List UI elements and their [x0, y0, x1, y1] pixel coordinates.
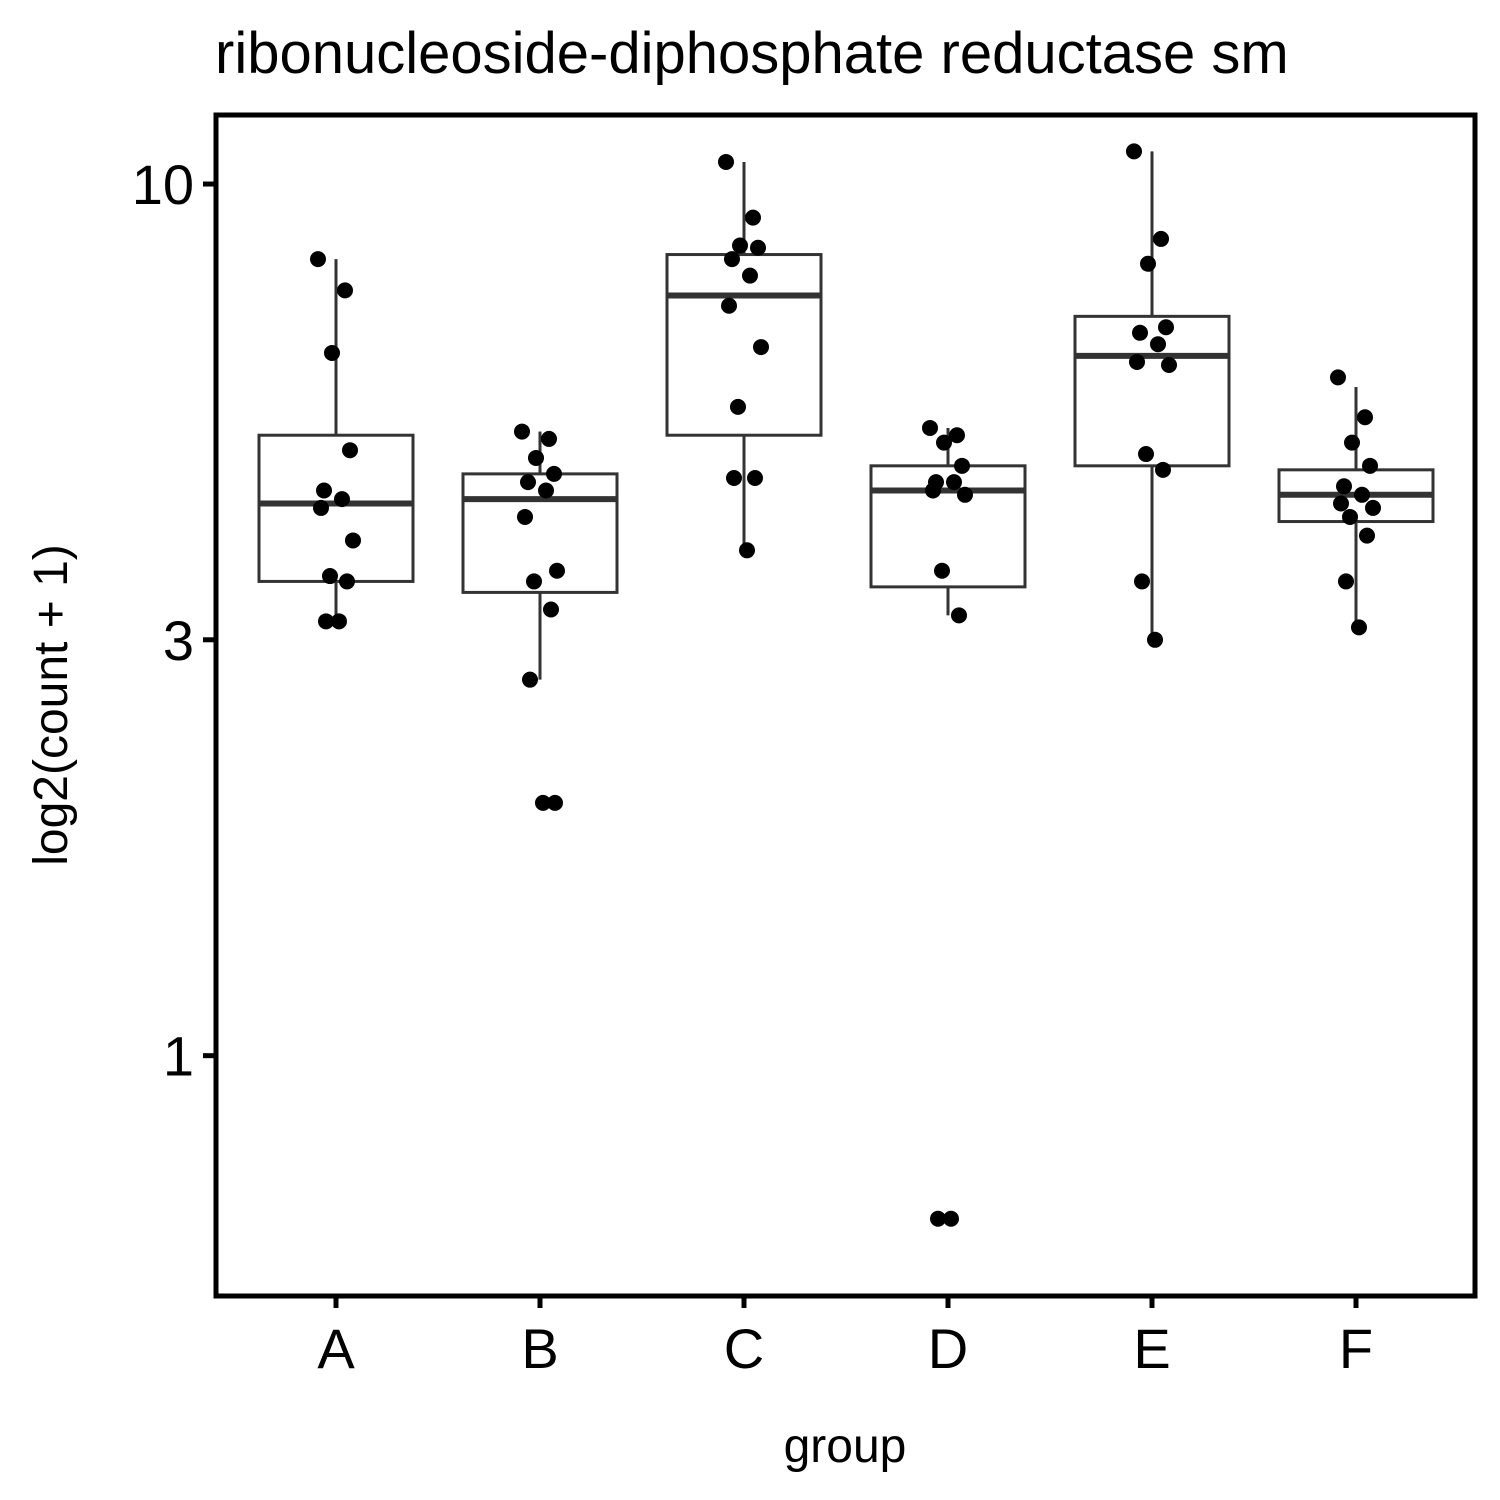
- x-tick-label: E: [1133, 1317, 1170, 1380]
- data-point: [1357, 409, 1373, 426]
- data-point: [742, 267, 758, 284]
- axes: A B C D E F 1 3 10: [132, 153, 1373, 1380]
- box-group-e: [1073, 143, 1231, 648]
- data-point: [732, 237, 748, 254]
- data-point: [946, 474, 962, 491]
- data-point: [951, 607, 967, 624]
- data-point: [724, 251, 740, 268]
- data-point: [337, 282, 353, 299]
- data-point: [730, 398, 746, 415]
- data-point: [517, 508, 533, 525]
- data-point: [957, 486, 973, 503]
- data-point: [334, 491, 350, 508]
- box-group-b: [461, 423, 619, 811]
- data-point: [739, 542, 755, 559]
- data-point: [324, 344, 340, 361]
- iqr-box: [1073, 314, 1231, 468]
- data-point: [342, 442, 358, 459]
- iqr-box: [257, 433, 415, 583]
- data-point: [313, 499, 329, 516]
- data-point: [339, 573, 355, 590]
- data-point: [1336, 478, 1352, 495]
- data-point: [547, 794, 563, 811]
- plot-area: [257, 143, 1435, 1227]
- data-point: [934, 562, 950, 579]
- x-tick-label: B: [521, 1317, 558, 1380]
- panel-border: [213, 112, 1478, 1299]
- box-group-d: [869, 419, 1027, 1227]
- y-tick-label: 3: [163, 609, 194, 672]
- data-point: [1129, 353, 1145, 370]
- data-point: [1150, 336, 1166, 353]
- box-group-c: [665, 153, 823, 559]
- data-point: [1161, 356, 1177, 373]
- data-point: [1138, 446, 1154, 463]
- data-point: [318, 613, 334, 630]
- data-point: [526, 573, 542, 590]
- data-point: [549, 562, 565, 579]
- data-point: [1365, 499, 1381, 516]
- data-point: [1354, 486, 1370, 503]
- data-point: [922, 419, 938, 436]
- x-tick-label: D: [928, 1317, 968, 1380]
- x-axis-title: group: [784, 1420, 907, 1473]
- x-tick-label: C: [724, 1317, 764, 1380]
- data-point: [1359, 527, 1375, 544]
- data-point: [316, 482, 332, 499]
- data-point: [930, 1210, 946, 1227]
- data-point: [750, 239, 766, 256]
- data-point: [1147, 631, 1163, 648]
- data-point: [1362, 457, 1378, 474]
- data-point: [1333, 495, 1349, 512]
- box-group-a: [257, 251, 415, 630]
- data-point: [538, 482, 554, 499]
- data-point: [522, 671, 538, 688]
- y-tick-label: 10: [132, 153, 194, 216]
- data-point: [543, 601, 559, 618]
- data-point: [1342, 508, 1358, 525]
- data-point: [726, 469, 742, 486]
- y-axis-title: log2(count + 1): [25, 544, 78, 866]
- data-point: [331, 613, 347, 630]
- box-group-f: [1277, 369, 1435, 636]
- data-point: [943, 1210, 959, 1227]
- data-point: [1158, 319, 1174, 336]
- data-point: [1155, 461, 1171, 478]
- data-point: [528, 449, 544, 466]
- data-point: [936, 434, 952, 451]
- data-point: [954, 457, 970, 474]
- data-point: [721, 297, 737, 314]
- x-tick-label: A: [317, 1317, 355, 1380]
- data-point: [535, 794, 551, 811]
- data-point: [1330, 369, 1346, 386]
- data-point: [925, 482, 941, 499]
- data-point: [310, 251, 326, 268]
- data-point: [1134, 573, 1150, 590]
- data-point: [1338, 573, 1354, 590]
- data-point: [1344, 434, 1360, 451]
- data-point: [718, 153, 734, 170]
- data-point: [747, 469, 763, 486]
- data-point: [1140, 255, 1156, 272]
- data-point: [520, 474, 536, 491]
- data-point: [541, 430, 557, 447]
- chart-title: ribonucleoside-diphosphate reductase sm: [215, 21, 1289, 86]
- data-point: [345, 532, 361, 549]
- y-tick-label: 1: [163, 1025, 194, 1088]
- x-tick-label: F: [1339, 1317, 1373, 1380]
- data-point: [546, 465, 562, 482]
- data-point: [1153, 230, 1169, 247]
- data-point: [322, 568, 338, 585]
- data-point: [1351, 619, 1367, 636]
- data-point: [753, 339, 769, 356]
- data-point: [745, 209, 761, 226]
- data-point: [1132, 324, 1148, 341]
- data-point: [1126, 143, 1142, 160]
- data-point: [949, 427, 965, 444]
- data-point: [514, 423, 530, 440]
